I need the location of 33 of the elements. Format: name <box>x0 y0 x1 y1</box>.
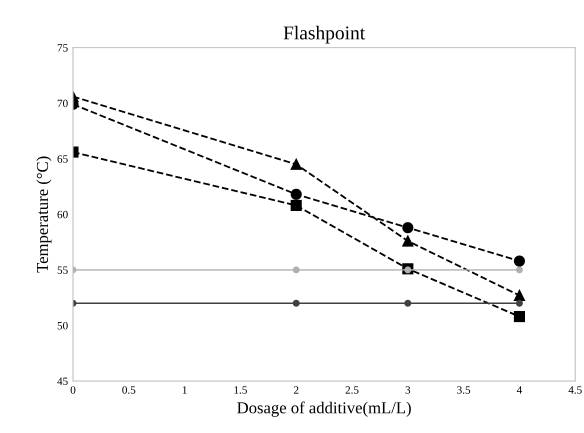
point <box>516 266 523 274</box>
x-axis-title: Dosage of additive(mL/L) <box>237 402 411 417</box>
y-tick-label: 65 <box>58 155 68 163</box>
x-tick-label: 4 <box>516 386 522 394</box>
x-tick-label: 2 <box>294 386 298 394</box>
y-tick-label: 75 <box>58 44 68 52</box>
point <box>290 200 302 211</box>
point <box>290 188 302 200</box>
x-tick-label: 0 <box>70 386 76 394</box>
point <box>514 255 525 267</box>
x-tick-label: 2.5 <box>346 386 359 394</box>
y-tick-label: 55 <box>58 266 68 274</box>
x-tick-label: 3 <box>406 386 410 394</box>
point <box>402 235 414 247</box>
x-tick-label: 0.5 <box>122 386 136 394</box>
y-tick-label: 45 <box>57 378 68 386</box>
point <box>292 300 300 307</box>
x-tick-label: 1.5 <box>234 386 247 394</box>
y-tick-label: 50 <box>58 322 68 330</box>
y-axis-title: Temperature (°C) <box>36 156 52 273</box>
x-tick-label: 3.5 <box>457 386 470 394</box>
point <box>516 300 523 307</box>
point <box>514 311 525 322</box>
chart-title: Flashpoint <box>284 26 366 44</box>
point <box>402 222 414 234</box>
y-tick-label: 70 <box>58 100 68 108</box>
x-tick-label: 4.5 <box>568 386 582 394</box>
x-tick-label: 1 <box>182 386 187 394</box>
point <box>292 266 300 274</box>
point <box>404 300 412 307</box>
point <box>290 158 302 170</box>
y-tick-label: 60 <box>58 210 68 218</box>
point <box>514 290 525 302</box>
